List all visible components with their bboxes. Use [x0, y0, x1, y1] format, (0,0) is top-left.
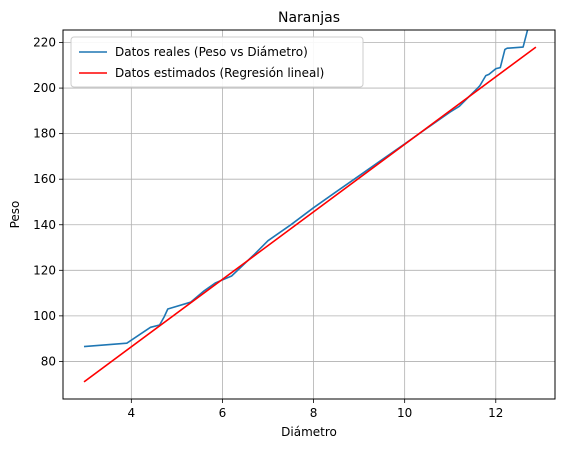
y-tick-label: 120: [33, 263, 56, 277]
legend-label: Datos reales (Peso vs Diámetro): [115, 45, 308, 59]
legend-box: [70, 36, 364, 88]
legend-label: Datos estimados (Regresión lineal): [115, 66, 324, 80]
series-layer: [83, 30, 537, 383]
y-tick-label: 220: [33, 36, 56, 50]
y-tick-label: 80: [41, 354, 56, 368]
y-tick-label: 180: [33, 127, 56, 141]
y-axis-label: Peso: [8, 201, 22, 229]
grid-lines: [63, 30, 555, 399]
x-tick-label: 8: [310, 406, 318, 420]
y-tick-label: 200: [33, 81, 56, 95]
chart-title: Naranjas: [278, 10, 340, 26]
x-tick-label: 12: [488, 406, 503, 420]
x-tick-label: 10: [397, 406, 412, 420]
y-tick-label: 140: [33, 218, 56, 232]
y-tick-label: 100: [33, 309, 56, 323]
x-tick-label: 4: [128, 406, 136, 420]
series-line-2: [83, 46, 537, 383]
x-axis-label: Diámetro: [281, 425, 337, 439]
legend: Datos reales (Peso vs Diámetro) Datos est…: [70, 36, 364, 88]
series-line-1: [83, 30, 529, 348]
plot-frame: [62, 29, 556, 400]
y-tick-label: 160: [33, 172, 56, 186]
x-tick-label: 6: [219, 406, 227, 420]
axis-ticks: 4 6 8 10 12 80 100 120 140 160 180 200 220: [33, 36, 503, 420]
